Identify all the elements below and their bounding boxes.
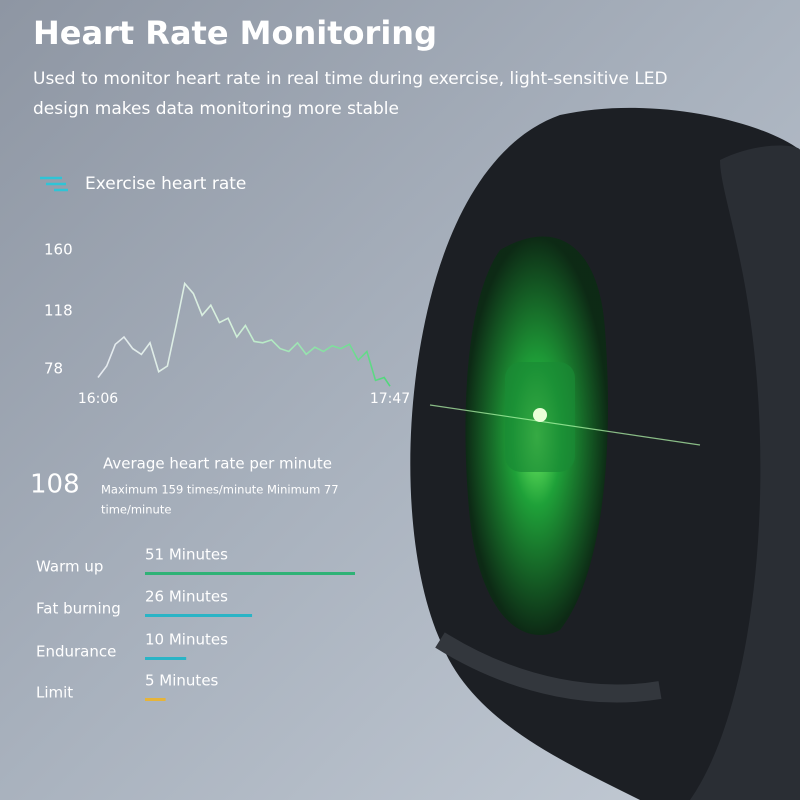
- summary-label: Average heart rate per minute: [103, 455, 332, 473]
- y-tick-label: 78: [44, 359, 63, 377]
- zone-label: Endurance: [36, 643, 116, 661]
- band-illustration: [410, 107, 800, 801]
- zone-label: Warm up: [36, 558, 103, 576]
- title: Heart Rate Monitoring: [33, 14, 437, 52]
- x-tick-label: 16:06: [78, 391, 118, 407]
- zone-duration: 26 Minutes: [145, 588, 228, 606]
- zone-duration: 51 Minutes: [145, 546, 228, 564]
- zone-duration: 10 Minutes: [145, 631, 228, 649]
- subtitle: Used to monitor heart rate in real time …: [33, 69, 668, 89]
- subtitle: design makes data monitoring more stable: [33, 99, 399, 119]
- heart-rate-line: [97, 281, 391, 387]
- y-tick-label: 118: [44, 301, 73, 319]
- summary-detail: time/minute: [101, 503, 171, 517]
- legend-icon: [40, 176, 68, 192]
- legend-label: Exercise heart rate: [85, 174, 246, 194]
- zone-bar: [145, 698, 166, 701]
- zone-bar: [145, 614, 253, 617]
- zone-label: Limit: [36, 684, 73, 702]
- zone-label: Fat burning: [36, 600, 121, 618]
- zone-bar: [145, 657, 187, 660]
- zone-bar: [145, 572, 355, 575]
- x-tick-label: 17:47: [370, 391, 410, 407]
- zone-duration: 5 Minutes: [145, 672, 219, 690]
- summary-detail: Maximum 159 times/minute Minimum 77: [101, 483, 339, 497]
- y-tick-label: 160: [44, 241, 73, 259]
- summary-value: 108: [30, 470, 80, 500]
